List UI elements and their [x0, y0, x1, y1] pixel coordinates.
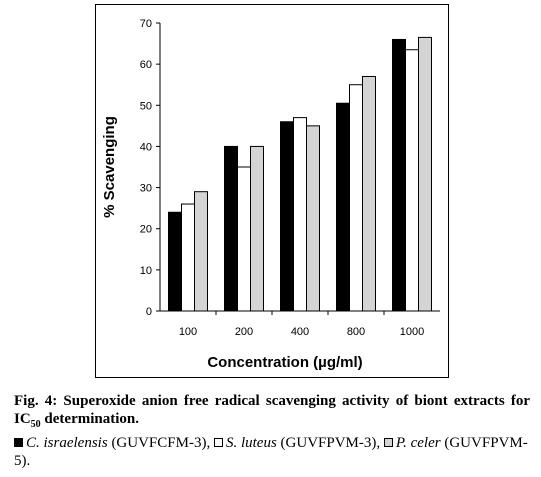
- legend-entry: P. celer (GUVFPVM-5).: [14, 435, 528, 469]
- legend-code: (GUVFPVM-5).: [14, 435, 528, 469]
- y-ticks: 0 10 20 30 40 50 60 70: [140, 18, 160, 318]
- y-tick-label: 60: [140, 59, 152, 71]
- figure-title: Fig. 4: Superoxide anion free radical sc…: [14, 392, 530, 434]
- x-tick-label: 800: [347, 326, 365, 338]
- figure-title-subscript: 50: [30, 419, 41, 430]
- legend-entry: S. luteus (GUVFPVM-3),: [213, 435, 384, 451]
- legend-entry: C. israelensis (GUVFCFM-3),: [14, 435, 214, 451]
- legend-swatch-black: [14, 438, 23, 447]
- x-tick-label: 400: [291, 326, 309, 338]
- legend-species: P. celer: [395, 435, 441, 451]
- legend-separator: ,: [376, 435, 384, 451]
- bar: [362, 75, 376, 312]
- y-tick-label: 50: [140, 100, 152, 112]
- y-tick-label: 0: [146, 306, 152, 318]
- y-axis-label: % Scavenging: [101, 116, 118, 218]
- bar: [349, 84, 363, 312]
- legend: C. israelensis (GUVFCFM-3), S. luteus (G…: [14, 434, 530, 470]
- bar: [405, 49, 419, 312]
- bar: [194, 191, 208, 312]
- x-tick-label: 100: [179, 326, 197, 338]
- bar: [418, 36, 432, 312]
- legend-species: S. luteus: [225, 435, 277, 451]
- chart-bars: [168, 36, 432, 312]
- y-tick-label: 30: [140, 183, 152, 195]
- x-tick-label: 1000: [400, 326, 424, 338]
- legend-swatch-white: [213, 438, 223, 447]
- bar: [250, 145, 264, 312]
- bar: [336, 102, 350, 312]
- bar: [306, 125, 320, 312]
- bar: [168, 211, 182, 312]
- figure-title-suffix: determination.: [40, 411, 139, 427]
- figure-title-text: Fig. 4: Superoxide anion free radical sc…: [14, 393, 530, 427]
- bar: [181, 203, 195, 312]
- legend-species: C. israelensis: [26, 435, 108, 451]
- bar: [280, 121, 294, 312]
- legend-swatch-gray: [383, 438, 393, 447]
- x-axis-label: Concentration (µg/ml): [207, 354, 362, 371]
- chart-frame: 0 10 20 30 40 50 60 70 100 200 400 800 1000 % Scave…: [95, 4, 449, 378]
- x-tick-label: 200: [235, 326, 253, 338]
- legend-code: (GUVFPVM-3): [276, 435, 377, 451]
- y-tick-label: 10: [140, 265, 152, 277]
- legend-code: (GUVFCFM-3): [107, 435, 207, 451]
- y-tick-label: 40: [140, 141, 152, 153]
- figure-caption: Fig. 4: Superoxide anion free radical sc…: [14, 392, 530, 470]
- bar: [224, 145, 238, 312]
- bar: [392, 38, 406, 312]
- y-tick-label: 20: [140, 224, 152, 236]
- x-ticks: 100 200 400 800 1000: [179, 311, 424, 338]
- bar: [293, 117, 307, 312]
- legend-separator: ,: [206, 435, 214, 451]
- bar: [237, 166, 251, 312]
- bar-chart: 0 10 20 30 40 50 60 70 100 200 400 800 1000 % Scave…: [101, 18, 440, 371]
- y-tick-label: 70: [140, 18, 152, 30]
